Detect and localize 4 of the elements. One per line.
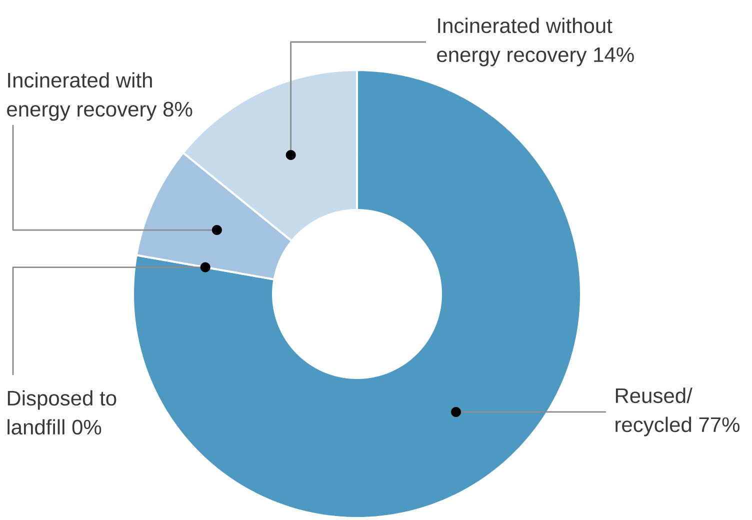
slice-label: Incinerated without energy recovery 14% [437,18,634,66]
slice-label: Incinerated with energy recovery 8% [7,72,192,121]
category-label: Disposed to landfill 0% [8,390,116,435]
slice-label: Reused/ recycled 77% [616,388,740,436]
